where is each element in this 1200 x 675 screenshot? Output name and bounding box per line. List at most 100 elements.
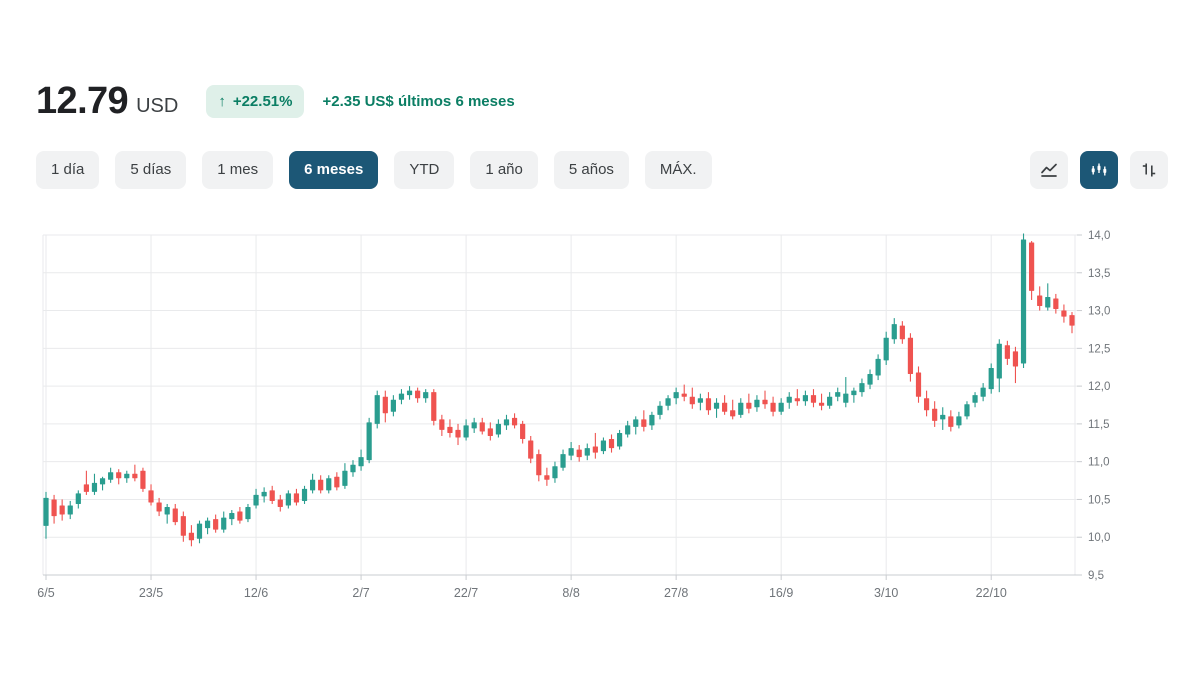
candle[interactable] [932, 401, 938, 427]
candle[interactable] [770, 396, 776, 417]
candle[interactable] [592, 432, 598, 459]
candle[interactable] [940, 407, 946, 430]
candle[interactable] [810, 389, 817, 408]
candle[interactable] [762, 390, 768, 409]
candle[interactable] [891, 318, 897, 344]
candle[interactable] [253, 488, 259, 509]
timeframe-button-1y[interactable]: 1 año [470, 151, 538, 189]
candle[interactable] [536, 449, 542, 482]
candle[interactable] [366, 417, 372, 464]
candle[interactable] [358, 449, 364, 471]
candle[interactable] [1012, 346, 1019, 384]
candle[interactable] [479, 417, 485, 435]
candle[interactable] [487, 422, 493, 441]
candle[interactable] [237, 507, 243, 524]
candle[interactable] [221, 511, 227, 533]
candle[interactable] [277, 494, 283, 512]
candle[interactable] [116, 469, 122, 485]
timeframe-button-1m[interactable]: 1 mes [202, 151, 274, 189]
candle[interactable] [697, 393, 703, 411]
candlestick-price-chart[interactable]: 6/5 23/5 12/6 2/7 22/7 8/8 27/8 16/9 3/10 22/10 14… [0, 224, 1200, 624]
candle[interactable] [108, 467, 114, 483]
candle[interactable] [600, 437, 607, 455]
candle[interactable] [875, 354, 881, 381]
candle[interactable] [318, 475, 324, 494]
line-chart-button[interactable] [1030, 151, 1068, 189]
candle[interactable] [584, 443, 590, 461]
candle[interactable] [204, 517, 211, 535]
candle[interactable] [269, 485, 275, 504]
candle[interactable] [859, 378, 865, 397]
candle[interactable] [124, 470, 130, 483]
candle[interactable] [673, 387, 679, 405]
candle[interactable] [1053, 293, 1059, 314]
candle[interactable] [738, 398, 744, 418]
candle[interactable] [568, 442, 574, 461]
timeframe-button-5y[interactable]: 5 años [553, 151, 629, 189]
candle[interactable] [794, 389, 800, 406]
candle[interactable] [390, 395, 396, 417]
candle[interactable] [334, 472, 340, 491]
candle[interactable] [140, 467, 146, 492]
candle[interactable] [608, 434, 615, 453]
candle[interactable] [907, 333, 914, 382]
candle[interactable] [431, 389, 437, 426]
candle[interactable] [915, 366, 922, 403]
candle[interactable] [309, 473, 316, 494]
candle[interactable] [43, 491, 49, 539]
candle[interactable] [342, 463, 348, 489]
candle[interactable] [285, 490, 291, 509]
candle[interactable] [59, 499, 65, 521]
candle[interactable] [835, 387, 841, 402]
candle[interactable] [301, 485, 308, 504]
candle[interactable] [1045, 283, 1051, 311]
candle[interactable] [851, 387, 857, 403]
candle[interactable] [148, 484, 154, 506]
candle[interactable] [423, 389, 429, 403]
candle[interactable] [245, 503, 251, 523]
candle[interactable] [463, 419, 469, 441]
candle[interactable] [964, 401, 970, 420]
candle[interactable] [471, 417, 477, 433]
candle[interactable] [398, 389, 405, 405]
candle[interactable] [1069, 312, 1075, 334]
candle[interactable] [196, 520, 203, 544]
candle[interactable] [503, 414, 510, 430]
candle[interactable] [188, 525, 195, 547]
candle[interactable] [213, 514, 219, 533]
candle[interactable] [455, 423, 461, 446]
candle[interactable] [972, 392, 978, 408]
candle[interactable] [374, 390, 380, 429]
candle[interactable] [948, 410, 954, 432]
candle[interactable] [439, 414, 445, 436]
candle[interactable] [802, 390, 809, 406]
candle[interactable] [980, 383, 986, 402]
candle[interactable] [180, 511, 186, 542]
candle[interactable] [681, 384, 687, 402]
candle[interactable] [625, 420, 631, 438]
candle[interactable] [899, 321, 905, 344]
candle[interactable] [649, 411, 655, 430]
candle[interactable] [689, 387, 695, 409]
candle[interactable] [754, 395, 760, 412]
candle[interactable] [164, 503, 170, 524]
candle[interactable] [778, 398, 784, 415]
candle[interactable] [923, 390, 930, 417]
candle[interactable] [1020, 233, 1027, 368]
candle[interactable] [83, 470, 89, 495]
candle[interactable] [261, 487, 267, 503]
candle[interactable] [818, 393, 825, 411]
candle[interactable] [956, 411, 962, 429]
candle[interactable] [665, 395, 671, 411]
candle[interactable] [746, 393, 752, 414]
candle[interactable] [730, 399, 736, 420]
candle[interactable] [528, 435, 534, 464]
candle[interactable] [75, 490, 81, 509]
candle[interactable] [511, 413, 518, 429]
timeframe-button-5d[interactable]: 5 días [115, 151, 187, 189]
timeframe-button-6m[interactable]: 6 meses [289, 151, 379, 189]
candle[interactable] [293, 488, 300, 506]
candle[interactable] [867, 369, 873, 390]
candle[interactable] [883, 331, 889, 365]
candle[interactable] [713, 398, 720, 418]
